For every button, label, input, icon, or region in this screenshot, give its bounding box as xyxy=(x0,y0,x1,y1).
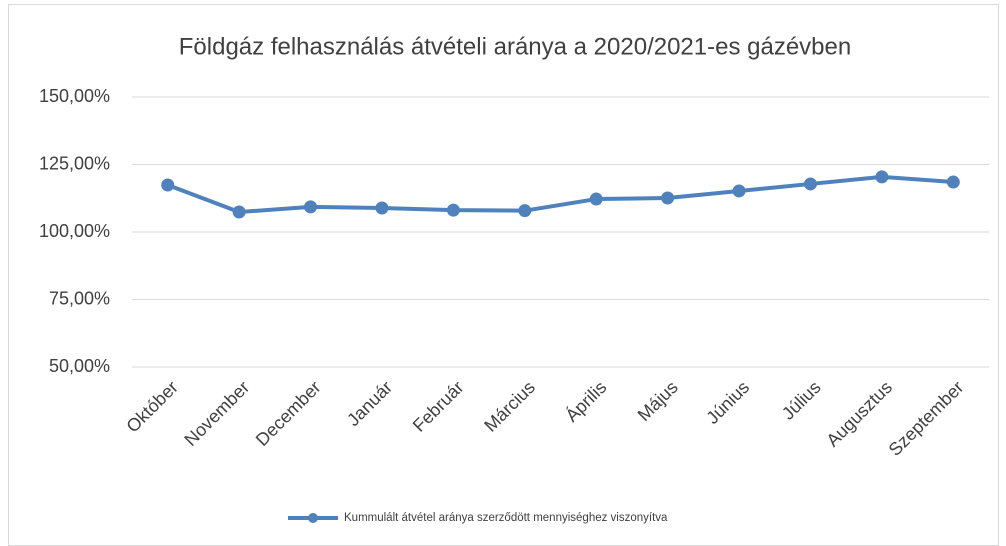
data-point xyxy=(946,175,960,189)
data-point xyxy=(875,170,889,184)
legend-label: Kummulált átvétel aránya szerződött menn… xyxy=(344,512,668,524)
series-line xyxy=(167,174,954,215)
data-point xyxy=(304,200,318,214)
data-point xyxy=(661,191,675,205)
data-point xyxy=(803,177,817,191)
y-tick-label: 50,00% xyxy=(49,356,110,376)
chart-title: Földgáz felhasználás átvételi aránya a 2… xyxy=(179,33,851,60)
y-tick-label: 150,00% xyxy=(39,86,110,106)
data-point xyxy=(518,204,532,218)
data-point xyxy=(446,203,460,217)
data-point xyxy=(732,184,746,198)
data-point xyxy=(375,201,389,215)
data-point xyxy=(161,178,175,192)
y-tick-label: 125,00% xyxy=(39,153,110,173)
legend-marker xyxy=(308,513,318,523)
y-tick-label: 75,00% xyxy=(49,288,110,308)
chart-border xyxy=(8,4,999,546)
data-point xyxy=(232,205,246,219)
y-tick-label: 100,00% xyxy=(39,221,110,241)
data-point xyxy=(589,192,603,206)
